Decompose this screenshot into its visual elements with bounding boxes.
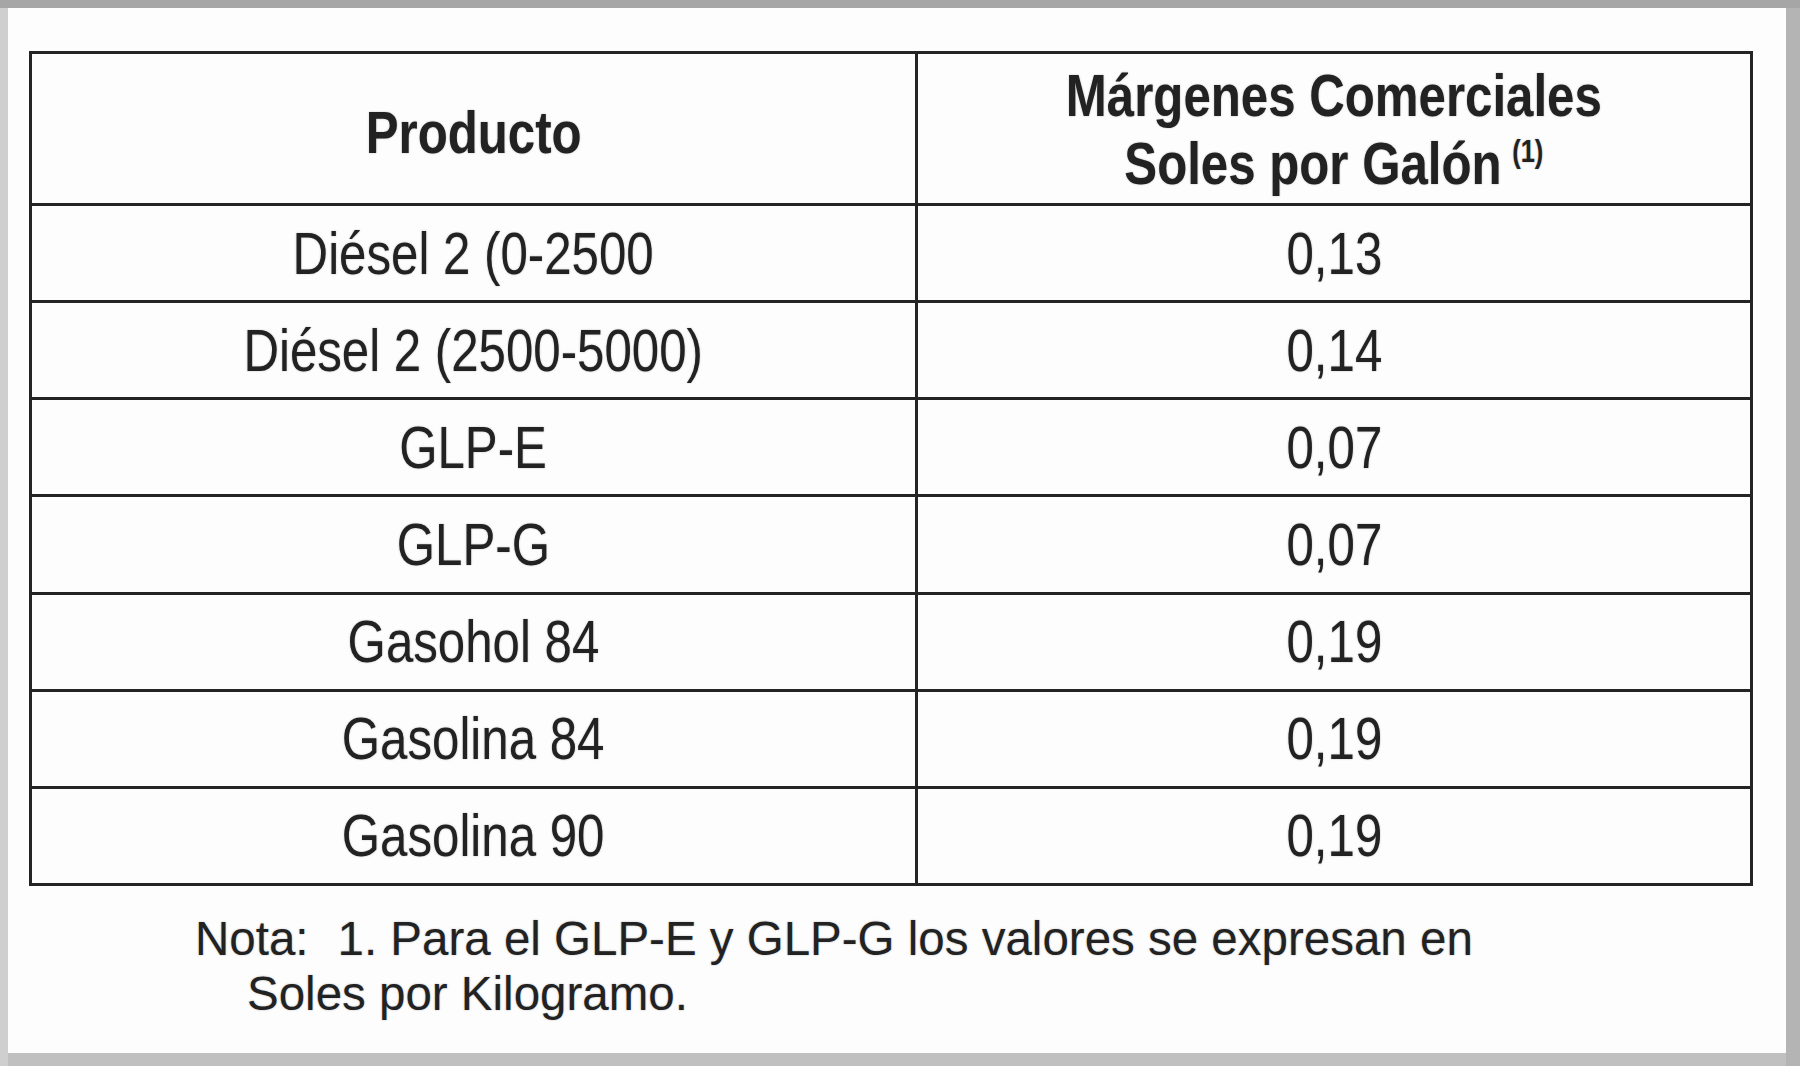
- product-cell: Gasolina 84: [32, 692, 915, 786]
- product-cell: GLP-G: [32, 497, 915, 591]
- column-header-margenes: Márgenes Comerciales Soles por Galón(1): [918, 54, 1750, 203]
- product-cell: Diésel 2 (2500-5000): [32, 303, 915, 397]
- margin-cell: 0,13: [918, 206, 1750, 300]
- footnote-marker: (1): [1512, 134, 1543, 169]
- margin-cell: 0,14: [918, 303, 1750, 397]
- product-cell: Gasolina 90: [32, 789, 915, 883]
- footnote: Nota: 1. Para el GLP-E y GLP-G los valore…: [195, 911, 1473, 1021]
- margin-cell: 0,07: [918, 497, 1750, 591]
- footnote-text-line1: 1. Para el GLP-E y GLP-G los valores se …: [338, 912, 1473, 965]
- scan-edge-bottom: [8, 1053, 1786, 1066]
- scan-edge-left: [0, 8, 8, 1066]
- product-cell: Diésel 2 (0-2500: [32, 206, 915, 300]
- product-cell: GLP-E: [32, 400, 915, 494]
- margin-cell: 0,19: [918, 595, 1750, 689]
- margin-cell: 0,19: [918, 789, 1750, 883]
- margin-cell: 0,19: [918, 692, 1750, 786]
- footnote-text-line2: Soles por Kilogramo.: [195, 966, 1473, 1021]
- scanned-page: Producto Márgenes Comerciales Soles por …: [0, 0, 1800, 1066]
- commercial-margins-table: Producto Márgenes Comerciales Soles por …: [29, 51, 1753, 886]
- column-header-producto: Producto: [32, 54, 915, 203]
- product-cell: Gasohol 84: [32, 595, 915, 689]
- margin-cell: 0,07: [918, 400, 1750, 494]
- scan-edge-top: [0, 0, 1800, 8]
- scan-edge-right: [1786, 8, 1800, 1066]
- footnote-label: Nota:: [195, 912, 309, 965]
